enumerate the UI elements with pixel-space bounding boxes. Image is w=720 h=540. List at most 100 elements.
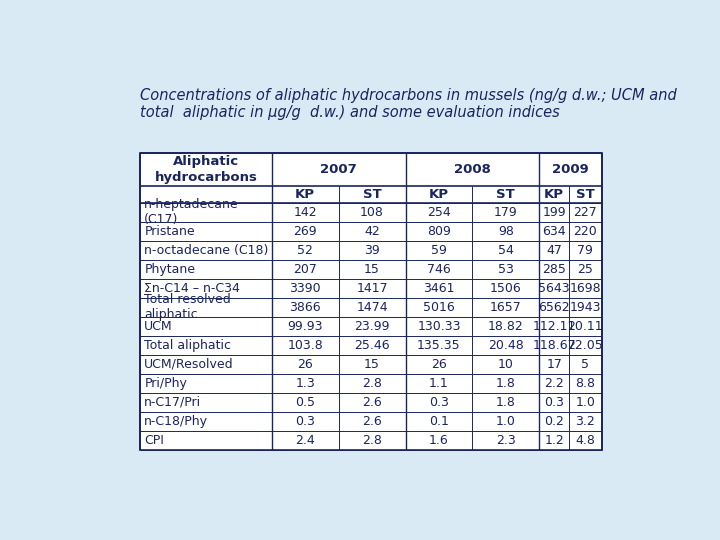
Text: Aliphatic
hydrocarbons: Aliphatic hydrocarbons	[155, 155, 258, 184]
Text: 3390: 3390	[289, 282, 321, 295]
Text: n-C18/Phy: n-C18/Phy	[144, 415, 208, 428]
Text: 5016: 5016	[423, 301, 455, 314]
Text: n-C17/Pri: n-C17/Pri	[144, 396, 202, 409]
Text: 25: 25	[577, 262, 593, 276]
Text: 1.0: 1.0	[496, 415, 516, 428]
Text: 98: 98	[498, 225, 514, 238]
Text: 746: 746	[427, 262, 451, 276]
Text: 130.33: 130.33	[417, 320, 461, 333]
Text: 118.67: 118.67	[532, 339, 576, 352]
Text: 1.2: 1.2	[544, 434, 564, 447]
Text: 227: 227	[574, 206, 597, 219]
Text: 20.11: 20.11	[567, 320, 603, 333]
Text: 18.82: 18.82	[488, 320, 523, 333]
Text: 0.3: 0.3	[295, 415, 315, 428]
Text: 199: 199	[542, 206, 566, 219]
Text: 3866: 3866	[289, 301, 321, 314]
Text: 0.1: 0.1	[429, 415, 449, 428]
Text: 26: 26	[431, 357, 447, 371]
Text: KP: KP	[429, 188, 449, 201]
Text: 2.3: 2.3	[496, 434, 516, 447]
Text: 112.11: 112.11	[533, 320, 576, 333]
Text: Σn-C14 – n-C34: Σn-C14 – n-C34	[144, 282, 240, 295]
Text: 3.2: 3.2	[575, 415, 595, 428]
Text: 2.4: 2.4	[295, 434, 315, 447]
Text: 6562: 6562	[539, 301, 570, 314]
Text: 2.8: 2.8	[362, 434, 382, 447]
Text: 25.46: 25.46	[354, 339, 390, 352]
Text: CPI: CPI	[144, 434, 164, 447]
Text: UCM: UCM	[144, 320, 173, 333]
Text: 1474: 1474	[356, 301, 388, 314]
Text: KP: KP	[295, 188, 315, 201]
Text: 3461: 3461	[423, 282, 455, 295]
Text: Phytane: Phytane	[144, 262, 195, 276]
Text: 108: 108	[360, 206, 384, 219]
Text: Pri/Phy: Pri/Phy	[144, 377, 187, 390]
Text: 269: 269	[294, 225, 317, 238]
Text: 39: 39	[364, 244, 380, 256]
Text: 1.8: 1.8	[496, 396, 516, 409]
Text: 0.3: 0.3	[429, 396, 449, 409]
Text: 0.3: 0.3	[544, 396, 564, 409]
Text: 1657: 1657	[490, 301, 522, 314]
Text: 2008: 2008	[454, 163, 491, 176]
Text: 0.2: 0.2	[544, 415, 564, 428]
Text: 285: 285	[542, 262, 566, 276]
Text: 47: 47	[546, 244, 562, 256]
Text: 1.1: 1.1	[429, 377, 449, 390]
Text: 5643: 5643	[539, 282, 570, 295]
Text: 8.8: 8.8	[575, 377, 595, 390]
Text: Pristane: Pristane	[144, 225, 195, 238]
Text: 17: 17	[546, 357, 562, 371]
Text: 1417: 1417	[356, 282, 388, 295]
Text: 1943: 1943	[570, 301, 601, 314]
Text: 26: 26	[297, 357, 313, 371]
Text: 2.6: 2.6	[362, 415, 382, 428]
Text: 1.8: 1.8	[496, 377, 516, 390]
Text: Concentrations of aliphatic hydrocarbons in mussels (ng/g d.w.; UCM and: Concentrations of aliphatic hydrocarbons…	[140, 88, 677, 103]
Text: 42: 42	[364, 225, 380, 238]
Text: 2.6: 2.6	[362, 396, 382, 409]
Text: ST: ST	[497, 188, 516, 201]
Text: KP: KP	[544, 188, 564, 201]
Text: 22.05: 22.05	[567, 339, 603, 352]
Text: Total resolved
aliphatic: Total resolved aliphatic	[144, 293, 231, 321]
Text: 103.8: 103.8	[287, 339, 323, 352]
Text: 5: 5	[581, 357, 590, 371]
Text: n-octadecane (C18): n-octadecane (C18)	[144, 244, 269, 256]
Text: 207: 207	[293, 262, 318, 276]
Text: 634: 634	[542, 225, 566, 238]
Text: ST: ST	[363, 188, 382, 201]
Text: 0.5: 0.5	[295, 396, 315, 409]
Text: 23.99: 23.99	[354, 320, 390, 333]
Text: 79: 79	[577, 244, 593, 256]
Text: 4.8: 4.8	[575, 434, 595, 447]
Text: total  aliphatic in μg/g  d.w.) and some evaluation indices: total aliphatic in μg/g d.w.) and some e…	[140, 105, 560, 120]
Text: 220: 220	[574, 225, 597, 238]
Text: 142: 142	[294, 206, 317, 219]
Text: 53: 53	[498, 262, 514, 276]
Text: 2.2: 2.2	[544, 377, 564, 390]
Text: n-heptadecane
(C17): n-heptadecane (C17)	[144, 198, 239, 226]
Text: 254: 254	[427, 206, 451, 219]
Text: 20.48: 20.48	[488, 339, 523, 352]
Text: UCM/Resolved: UCM/Resolved	[144, 357, 234, 371]
Text: 2007: 2007	[320, 163, 357, 176]
Text: 1698: 1698	[570, 282, 601, 295]
Text: 59: 59	[431, 244, 447, 256]
Text: 809: 809	[427, 225, 451, 238]
Text: ST: ST	[576, 188, 595, 201]
Text: 1.0: 1.0	[575, 396, 595, 409]
Text: 99.93: 99.93	[287, 320, 323, 333]
Text: Total aliphatic: Total aliphatic	[144, 339, 231, 352]
Text: 2.8: 2.8	[362, 377, 382, 390]
Text: 1506: 1506	[490, 282, 522, 295]
Text: 1.3: 1.3	[295, 377, 315, 390]
Text: 15: 15	[364, 357, 380, 371]
Text: 10: 10	[498, 357, 514, 371]
Text: 15: 15	[364, 262, 380, 276]
Text: 1.6: 1.6	[429, 434, 449, 447]
Text: 135.35: 135.35	[417, 339, 461, 352]
Text: 2009: 2009	[552, 163, 589, 176]
